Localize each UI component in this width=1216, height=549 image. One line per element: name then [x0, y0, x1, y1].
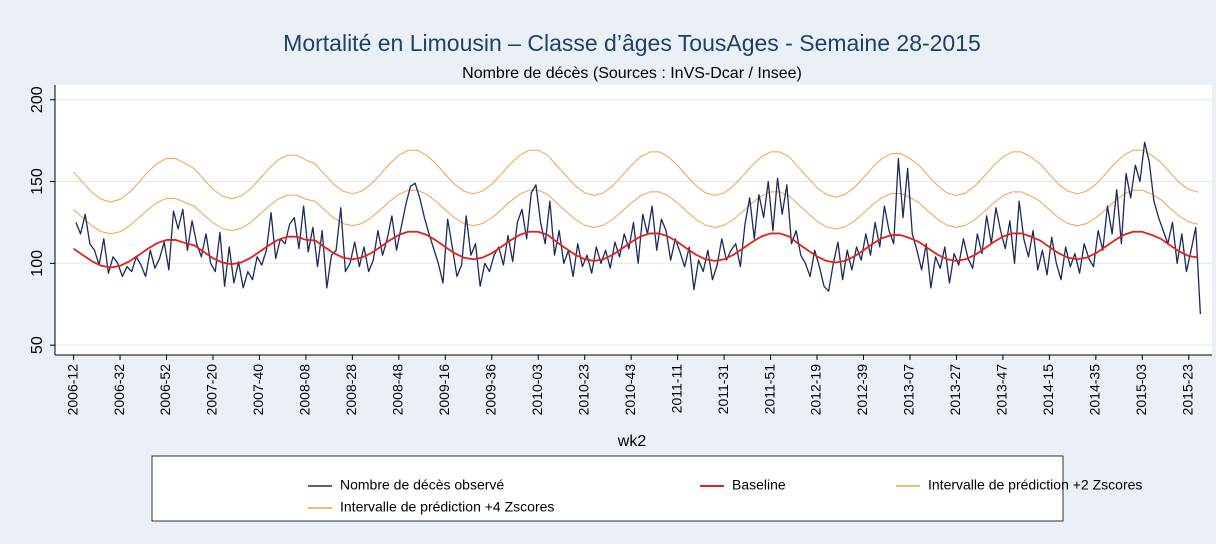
x-tick-label: 2008-08 [297, 364, 313, 416]
x-tick-label: 2007-40 [250, 364, 266, 416]
x-tick-label: 2011-31 [715, 364, 731, 415]
legend-label: Nombre de décès observé [340, 477, 504, 493]
x-tick-label: 2010-23 [575, 364, 591, 416]
series-line [75, 141, 1202, 315]
x-tick-label: 2011-11 [668, 364, 684, 414]
x-tick-label: 2012-19 [808, 364, 824, 416]
x-tick-label: 2008-28 [343, 364, 359, 416]
x-tick-label: 2007-20 [204, 364, 220, 416]
legend-label: Intervalle de prédiction +2 Zscores [928, 477, 1142, 493]
x-tick-label: 2010-43 [622, 364, 638, 416]
y-tick-label: 150 [29, 168, 46, 195]
x-tick-label: 2006-52 [157, 364, 173, 416]
plot-area [55, 85, 1212, 355]
x-tick-label: 2006-12 [64, 364, 80, 416]
x-tick-label: 2014-35 [1087, 364, 1103, 416]
x-tick-label: 2009-36 [482, 364, 498, 416]
x-tick-label: 2012-39 [854, 364, 870, 416]
x-tick-label: 2015-23 [1179, 364, 1195, 416]
x-tick-label: 2013-07 [901, 364, 917, 416]
x-tick-label: 2010-03 [529, 364, 545, 416]
x-tick-label: 2015-03 [1133, 364, 1149, 416]
x-tick-label: 2006-32 [111, 364, 127, 416]
series-line [73, 230, 1199, 269]
x-tick-label: 2008-48 [390, 364, 406, 416]
x-tick-label: 2009-16 [436, 364, 452, 416]
x-tick-label: 2013-27 [947, 364, 963, 416]
chart-title: Mortalité en Limousin – Classe d’âges To… [283, 30, 981, 56]
y-tick-label: 50 [29, 336, 46, 354]
y-tick-label: 200 [29, 86, 46, 113]
x-axis-label: wk2 [617, 433, 647, 450]
legend-label: Baseline [732, 477, 786, 493]
series-line [73, 149, 1199, 203]
x-tick-label: 2014-15 [1040, 364, 1056, 416]
legend-box [151, 455, 1064, 522]
legend-label: Intervalle de prédiction +4 Zscores [340, 499, 554, 515]
x-tick-label: 2011-51 [761, 364, 777, 415]
chart-subtitle: Nombre de décès (Sources : InVS-Dcar / I… [462, 65, 802, 82]
series-line [73, 189, 1199, 235]
y-tick-label: 100 [29, 250, 46, 277]
x-tick-label: 2013-47 [994, 364, 1010, 416]
